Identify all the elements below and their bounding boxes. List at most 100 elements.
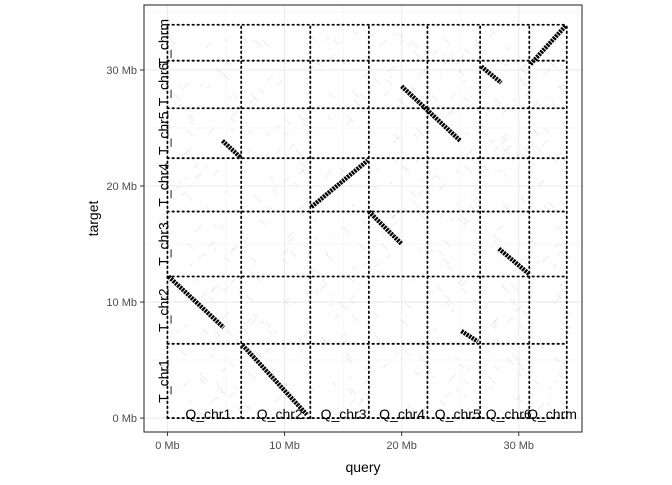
background-alignment xyxy=(349,387,357,394)
background-alignment xyxy=(281,248,289,256)
background-alignment xyxy=(340,60,346,65)
background-alignment xyxy=(502,109,508,114)
background-alignment xyxy=(299,168,306,175)
background-alignment xyxy=(425,243,431,249)
background-alignment xyxy=(180,191,187,197)
background-alignment xyxy=(365,55,371,61)
background-alignment xyxy=(512,353,519,361)
background-alignment xyxy=(454,357,458,360)
background-alignment xyxy=(249,97,256,104)
background-alignment xyxy=(189,400,192,404)
background-alignment xyxy=(439,400,446,406)
background-alignment xyxy=(277,156,281,160)
background-alignment xyxy=(465,132,469,136)
background-alignment xyxy=(273,105,278,109)
background-alignment xyxy=(175,288,181,294)
background-alignment xyxy=(451,94,456,99)
background-alignment xyxy=(547,402,551,406)
background-alignment xyxy=(447,302,452,307)
background-alignment xyxy=(253,275,261,282)
background-alignment xyxy=(477,309,484,316)
x-tick-label: 0 Mb xyxy=(155,440,179,452)
background-alignment xyxy=(420,95,423,99)
background-alignment xyxy=(503,148,509,155)
background-alignment xyxy=(393,133,400,140)
background-alignment xyxy=(533,129,540,136)
background-alignment xyxy=(265,157,268,161)
alignment-segment xyxy=(167,274,226,330)
background-alignment xyxy=(345,306,349,310)
background-alignment xyxy=(393,156,401,164)
background-alignment xyxy=(267,330,273,336)
background-alignment xyxy=(269,176,274,181)
background-alignment xyxy=(558,85,566,93)
background-alignment xyxy=(537,403,545,411)
background-alignment xyxy=(455,169,459,174)
background-alignment xyxy=(372,184,379,190)
background-alignment xyxy=(342,226,350,234)
background-alignment xyxy=(389,221,397,230)
background-alignment xyxy=(435,284,443,292)
background-alignment xyxy=(411,40,419,48)
background-alignment xyxy=(246,295,254,303)
background-alignment xyxy=(224,61,230,66)
background-alignment xyxy=(554,380,557,383)
background-alignment xyxy=(182,82,189,90)
background-alignment xyxy=(563,312,570,320)
background-alignment xyxy=(545,139,549,143)
background-alignment xyxy=(483,165,490,171)
background-alignment xyxy=(208,241,215,248)
background-alignment xyxy=(470,197,474,200)
background-alignment xyxy=(332,381,336,386)
background-alignment xyxy=(554,243,560,248)
background-alignment xyxy=(306,291,309,294)
query-chromosome-label: Q_chr1 xyxy=(185,406,231,422)
background-alignment xyxy=(248,149,252,153)
background-alignment xyxy=(514,209,517,212)
background-alignment xyxy=(409,190,416,197)
background-alignment xyxy=(511,154,520,162)
background-alignment xyxy=(387,65,394,73)
background-alignment xyxy=(456,202,460,207)
background-alignment xyxy=(246,406,252,411)
background-alignment xyxy=(313,218,317,221)
background-alignment xyxy=(389,182,393,185)
background-alignment xyxy=(202,328,209,335)
background-alignment xyxy=(214,225,217,228)
background-alignment xyxy=(197,174,201,179)
background-alignment xyxy=(201,292,207,298)
background-alignment xyxy=(210,354,214,358)
background-alignment xyxy=(350,376,353,379)
background-alignment xyxy=(351,90,360,98)
background-alignment xyxy=(297,114,306,122)
background-alignment xyxy=(493,234,500,241)
background-alignment xyxy=(521,367,525,371)
background-alignment xyxy=(524,148,529,154)
background-alignment xyxy=(212,169,220,176)
background-alignment xyxy=(457,54,465,62)
background-alignment xyxy=(250,93,258,101)
background-alignment xyxy=(328,92,335,99)
background-alignment xyxy=(420,179,423,182)
background-alignment xyxy=(253,314,258,319)
background-alignment xyxy=(490,140,494,144)
background-alignment xyxy=(443,62,447,66)
background-alignment xyxy=(351,314,359,321)
background-alignment xyxy=(358,398,365,404)
background-alignment xyxy=(314,290,319,295)
alignment-segment xyxy=(220,139,242,159)
background-alignment xyxy=(458,69,465,77)
background-alignment xyxy=(230,127,235,131)
background-alignment xyxy=(308,130,313,135)
background-alignment xyxy=(404,301,412,309)
background-alignment xyxy=(352,30,358,35)
background-alignment xyxy=(230,247,235,253)
background-alignment xyxy=(461,79,466,84)
background-alignment xyxy=(251,39,255,43)
background-alignment xyxy=(493,239,497,243)
background-alignment xyxy=(529,237,536,245)
background-alignment xyxy=(484,72,488,76)
background-alignment xyxy=(520,195,524,199)
background-alignment xyxy=(402,166,409,172)
background-alignment xyxy=(173,197,176,200)
